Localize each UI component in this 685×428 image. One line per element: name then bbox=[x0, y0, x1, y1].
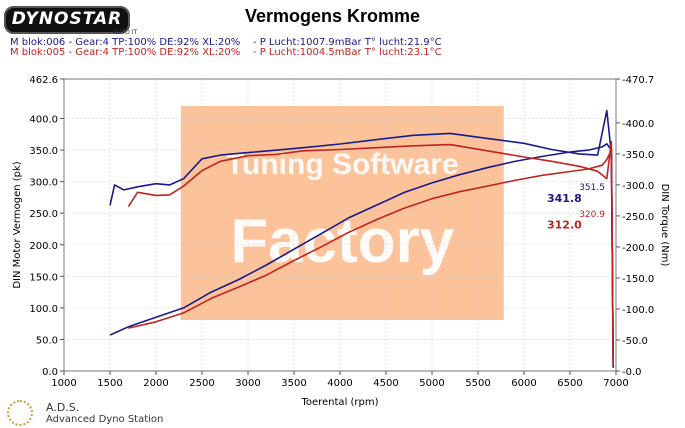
y-tick-label: 0.0 bbox=[42, 367, 58, 378]
ads-logo-icon bbox=[7, 400, 33, 426]
y2-tick-label: -150.0 bbox=[622, 274, 654, 285]
y-tick-label: 400.0 bbox=[29, 115, 58, 126]
value-annotation-2: 312.0 bbox=[547, 218, 582, 231]
x-axis-label: Toerental (rpm) bbox=[300, 397, 378, 408]
x-tick-label: 6500 bbox=[557, 378, 582, 389]
y2-tick-label: -300.0 bbox=[622, 181, 654, 192]
y2-tick-label: -50.0 bbox=[622, 336, 648, 347]
watermark-line1: Tuning Software bbox=[226, 148, 459, 181]
x-tick-label: 3000 bbox=[235, 378, 260, 389]
y2-tick-label: -470.7 bbox=[622, 75, 654, 86]
y2-tick-label: -350.0 bbox=[622, 150, 654, 161]
y2-tick-label: -250.0 bbox=[622, 212, 654, 223]
value-annotation-3: 351.5 bbox=[579, 183, 605, 193]
logo-subtext: AUTO IT bbox=[113, 29, 138, 36]
y-tick-label: 300.0 bbox=[29, 178, 58, 189]
value-annotation-1: 341.8 bbox=[547, 192, 582, 205]
logo-text: DYNOSTAR bbox=[11, 9, 123, 29]
run-legend-1: M blok:006 - Gear:4 TP:100% DE:92% XL:20… bbox=[10, 37, 442, 48]
value-annotation-4: 320.9 bbox=[579, 210, 605, 220]
series-line-2 bbox=[128, 149, 614, 365]
y-tick-label: 150.0 bbox=[29, 272, 58, 283]
footer-subtitle: Advanced Dyno Station bbox=[46, 414, 164, 425]
y-tick-label: 50.0 bbox=[36, 335, 58, 346]
y2-tick-label: -200.0 bbox=[622, 243, 654, 254]
y-tick-label: 462.6 bbox=[29, 75, 58, 86]
y-tick-label: 200.0 bbox=[29, 241, 58, 252]
x-tick-label: 2500 bbox=[189, 378, 214, 389]
x-tick-label: 6000 bbox=[511, 378, 536, 389]
y2-tick-label: -400.0 bbox=[622, 119, 654, 130]
x-tick-label: 2000 bbox=[143, 378, 168, 389]
y-tick-label: 350.0 bbox=[29, 146, 58, 157]
run-legend-2: M blok:005 - Gear:4 TP:100% DE:92% XL:20… bbox=[10, 47, 442, 58]
y2-axis-label: DIN Torque (Nm) bbox=[659, 184, 670, 267]
y-tick-label: 100.0 bbox=[29, 304, 58, 315]
x-tick-label: 5500 bbox=[465, 378, 490, 389]
x-tick-label: 5000 bbox=[419, 378, 444, 389]
x-tick-label: 1500 bbox=[97, 378, 122, 389]
footer-name: A.D.S. bbox=[46, 401, 80, 414]
x-tick-label: 7000 bbox=[603, 378, 628, 389]
y-tick-label: 250.0 bbox=[29, 209, 58, 220]
x-tick-label: 4500 bbox=[373, 378, 398, 389]
y2-tick-label: -0.0 bbox=[622, 367, 642, 378]
x-tick-label: 3500 bbox=[281, 378, 306, 389]
series-line-4 bbox=[127, 140, 614, 365]
series-line-3 bbox=[109, 109, 614, 359]
chart-title: Vermogens Kromme bbox=[244, 6, 421, 26]
y-axis-label: DIN Motor Vermogen (pk) bbox=[12, 161, 23, 288]
dynostar-logo: DYNOSTAR bbox=[4, 6, 130, 34]
series-line-1 bbox=[109, 143, 614, 368]
y2-tick-label: -100.0 bbox=[622, 305, 654, 316]
x-tick-label: 1000 bbox=[51, 378, 76, 389]
x-tick-label: 4000 bbox=[327, 378, 352, 389]
